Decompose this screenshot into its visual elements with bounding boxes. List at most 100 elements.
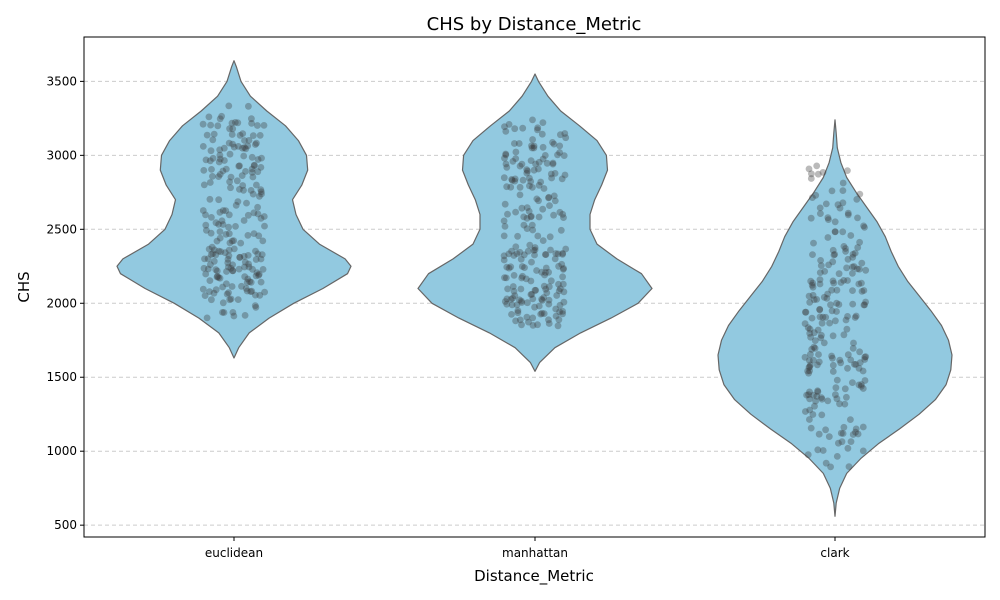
- data-point-manhattan: [505, 121, 513, 128]
- data-point-manhattan: [550, 140, 558, 148]
- data-point-euclidean: [227, 264, 235, 272]
- data-point-clark: [806, 357, 813, 364]
- data-point-clark: [821, 268, 829, 275]
- data-point-euclidean: [210, 257, 218, 265]
- data-point-manhattan: [556, 149, 563, 156]
- data-point-euclidean: [228, 119, 236, 127]
- data-point-clark: [822, 459, 830, 467]
- data-point-euclidean: [213, 267, 221, 275]
- data-point-euclidean: [234, 119, 242, 127]
- data-point-manhattan: [535, 181, 543, 189]
- data-point-euclidean: [209, 154, 217, 162]
- data-point-clark: [833, 299, 840, 307]
- data-point-clark: [842, 316, 850, 324]
- data-point-euclidean: [238, 282, 245, 290]
- data-point-euclidean: [204, 265, 212, 273]
- data-point-euclidean: [235, 162, 243, 170]
- data-point-manhattan: [517, 255, 525, 263]
- data-point-clark: [802, 408, 809, 415]
- data-point-clark: [843, 325, 851, 333]
- data-point-clark: [849, 379, 856, 386]
- data-point-clark: [856, 348, 863, 356]
- y-tick-label: 3000: [46, 148, 77, 162]
- data-point-euclidean: [219, 167, 227, 175]
- data-point-clark: [856, 265, 863, 273]
- data-point-manhattan: [545, 300, 553, 308]
- data-point-euclidean: [221, 249, 229, 257]
- data-point-euclidean: [207, 261, 214, 269]
- data-point-clark: [859, 447, 867, 455]
- data-point-manhattan: [510, 272, 518, 279]
- data-point-euclidean: [206, 288, 213, 295]
- data-point-euclidean: [256, 192, 263, 200]
- violin-clark: [717, 119, 953, 517]
- data-point-euclidean: [229, 309, 237, 316]
- data-point-clark: [802, 308, 810, 316]
- data-point-manhattan: [541, 271, 548, 279]
- data-point-clark: [816, 269, 824, 276]
- data-point-clark: [834, 201, 842, 209]
- data-point-euclidean: [211, 246, 218, 254]
- data-point-clark: [818, 395, 826, 403]
- data-point-manhattan: [559, 210, 567, 218]
- data-point-manhattan: [501, 154, 508, 162]
- data-point-euclidean: [206, 277, 214, 284]
- data-point-manhattan: [501, 298, 509, 305]
- data-point-clark: [819, 169, 827, 176]
- data-point-manhattan: [540, 185, 548, 192]
- data-point-clark: [837, 279, 845, 286]
- data-point-manhattan: [557, 131, 564, 139]
- data-point-manhattan: [505, 264, 513, 272]
- data-point-manhattan: [514, 309, 522, 317]
- data-point-clark: [822, 200, 830, 208]
- data-point-clark: [844, 211, 852, 219]
- data-point-manhattan: [530, 142, 538, 150]
- data-point-euclidean: [200, 181, 208, 189]
- data-point-clark: [852, 428, 859, 436]
- data-point-manhattan: [533, 267, 540, 274]
- data-point-euclidean: [254, 156, 262, 163]
- data-point-manhattan: [538, 130, 546, 138]
- data-point-euclidean: [247, 288, 255, 295]
- data-point-euclidean: [216, 151, 224, 159]
- data-point-manhattan: [552, 312, 560, 320]
- data-point-clark: [844, 351, 852, 359]
- data-point-manhattan: [518, 299, 526, 306]
- data-point-euclidean: [222, 165, 230, 173]
- data-point-euclidean: [208, 243, 216, 251]
- data-point-clark: [824, 214, 832, 222]
- data-point-clark: [817, 210, 824, 218]
- data-point-euclidean: [226, 178, 234, 186]
- data-point-euclidean: [219, 221, 227, 228]
- data-point-manhattan: [512, 208, 519, 216]
- data-point-clark: [829, 361, 837, 369]
- data-point-euclidean: [248, 115, 255, 123]
- data-point-clark: [844, 209, 852, 217]
- data-point-manhattan: [502, 150, 510, 158]
- data-point-euclidean: [202, 156, 210, 164]
- data-point-manhattan: [511, 292, 519, 299]
- data-point-manhattan: [502, 274, 510, 282]
- data-point-clark: [829, 368, 837, 375]
- data-point-clark: [804, 367, 811, 375]
- data-point-clark: [814, 326, 822, 334]
- data-point-euclidean: [225, 211, 233, 219]
- data-point-manhattan: [554, 151, 561, 159]
- data-point-manhattan: [516, 296, 523, 304]
- data-point-manhattan: [554, 322, 562, 330]
- data-point-clark: [862, 353, 870, 361]
- data-point-euclidean: [260, 213, 268, 220]
- data-point-euclidean: [241, 263, 248, 271]
- data-point-euclidean: [218, 112, 226, 120]
- data-point-clark: [824, 234, 832, 241]
- data-point-clark: [818, 394, 825, 401]
- data-point-clark: [810, 343, 818, 351]
- violin-layer: [116, 60, 953, 517]
- data-point-clark: [811, 337, 819, 344]
- data-point-clark: [843, 264, 850, 272]
- data-point-euclidean: [226, 296, 234, 304]
- data-point-manhattan: [503, 164, 511, 171]
- data-point-clark: [831, 228, 839, 236]
- data-point-manhattan: [539, 119, 547, 126]
- data-point-manhattan: [518, 297, 525, 305]
